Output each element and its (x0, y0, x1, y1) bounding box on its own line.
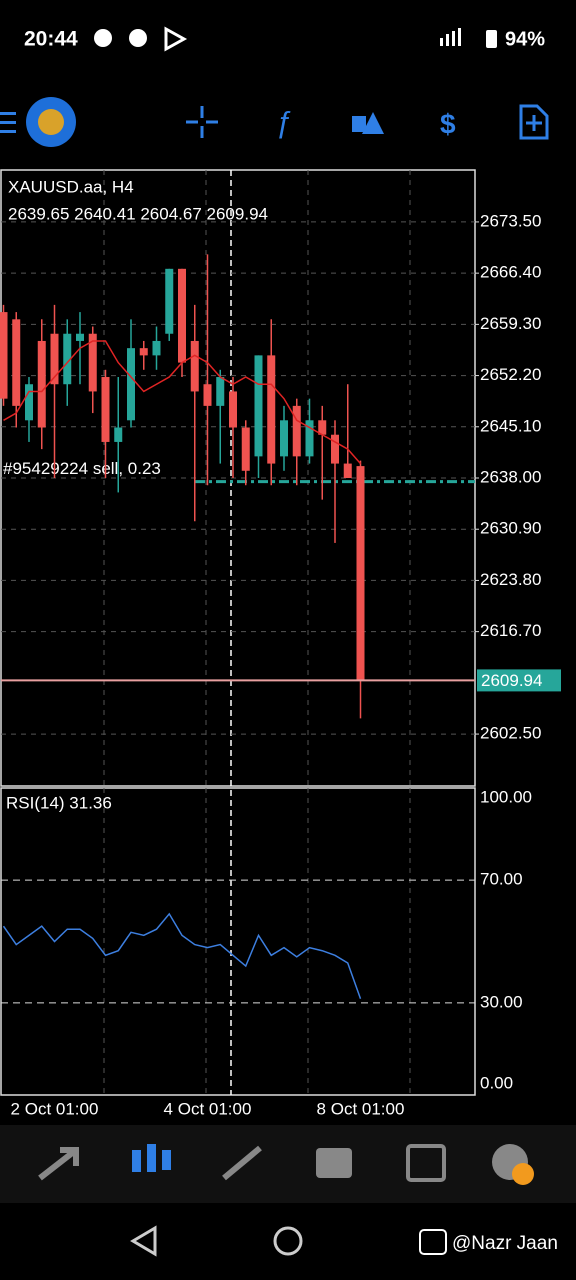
candle-body (356, 466, 365, 681)
ma-line (3, 340, 362, 465)
nav-history[interactable] (316, 1148, 352, 1178)
rsi-tick-label: 100.00 (480, 787, 532, 806)
y-tick-label: 2638.00 (480, 467, 541, 486)
candle-body (37, 340, 46, 428)
candle-body (50, 333, 59, 385)
candle-body (254, 355, 263, 457)
nav-news[interactable] (406, 1144, 446, 1182)
fb-icon (419, 1229, 447, 1255)
last-price-label: 2609.94 (481, 671, 542, 690)
watermark: @Nazr Jaan (452, 1233, 558, 1254)
candle-body (152, 340, 161, 356)
y-tick-label: 2652.20 (480, 365, 541, 384)
nav-quotes[interactable] (38, 1147, 79, 1181)
candle-body (139, 348, 148, 356)
y-tick-label: 2673.50 (480, 211, 541, 230)
candle-body (203, 384, 212, 406)
nav-chart[interactable] (132, 1144, 171, 1172)
x-tick-label: 4 Oct 01:00 (164, 1099, 252, 1118)
rsi-title: RSI(14) 31.36 (6, 793, 112, 812)
candle-body (280, 420, 288, 457)
candle-body (229, 391, 237, 428)
y-tick-label: 2659.30 (480, 314, 541, 333)
battery: 94% (505, 28, 545, 50)
rsi-tick-label: 70.00 (480, 870, 523, 889)
candle-body (12, 319, 21, 406)
candle-body (101, 377, 110, 442)
candle-body (267, 355, 276, 464)
candle-body (0, 312, 8, 399)
candle-body (292, 405, 301, 457)
candle-body (88, 333, 97, 392)
back-button[interactable] (130, 1225, 157, 1257)
candle-body (241, 427, 250, 471)
candle-body (305, 420, 314, 457)
menu-icon[interactable] (0, 112, 16, 115)
y-tick-label: 2602.50 (480, 724, 541, 743)
toolbar: ƒ $ (0, 97, 549, 147)
candle-body (114, 427, 123, 442)
objects-icon[interactable] (352, 112, 384, 134)
rsi-line (2, 912, 362, 999)
candle-body (165, 268, 174, 334)
rsi-tick-label: 0.00 (480, 1073, 513, 1092)
candle-body (216, 377, 225, 406)
rsi-panel (0, 787, 476, 1096)
x-tick-label: 2 Oct 01:00 (11, 1099, 99, 1118)
last-price-box (477, 669, 561, 692)
nav-trade[interactable] (222, 1145, 262, 1181)
candle-body (343, 463, 352, 478)
rsi-tick-label: 30.00 (480, 992, 523, 1011)
ohlc-text: 2639.65 2640.41 2604.67 2609.94 (8, 204, 268, 223)
candle-body (76, 333, 84, 341)
nav-icons (38, 1144, 534, 1185)
candle-body (178, 268, 186, 363)
candle-body (331, 434, 339, 464)
crosshair-icon[interactable] (186, 106, 218, 138)
y-tick-label: 2616.70 (480, 621, 541, 640)
y-tick-label: 2645.10 (480, 416, 541, 435)
status-icons (94, 26, 497, 52)
candle-body (63, 333, 72, 385)
order-label: #95429224 sell, 0.23 (3, 459, 161, 478)
y-tick-label: 2666.40 (480, 263, 541, 282)
clock: 20:44 (24, 28, 78, 51)
candle-body (127, 348, 135, 421)
x-tick-label: 8 Oct 01:00 (317, 1099, 405, 1118)
indicators-icon[interactable]: ƒ (275, 106, 292, 139)
candle-body (25, 384, 33, 421)
bottom-nav (0, 1125, 576, 1203)
y-tick-label: 2623.80 (480, 570, 541, 589)
home-button[interactable] (273, 1226, 303, 1256)
y-tick-label: 2630.90 (480, 519, 541, 538)
chart-title: XAUUSD.aa, H4 (8, 177, 134, 196)
candle-body (318, 420, 327, 435)
candle-body (190, 340, 199, 392)
new-order-icon[interactable] (519, 104, 549, 140)
trade-icon[interactable]: $ (440, 108, 456, 139)
